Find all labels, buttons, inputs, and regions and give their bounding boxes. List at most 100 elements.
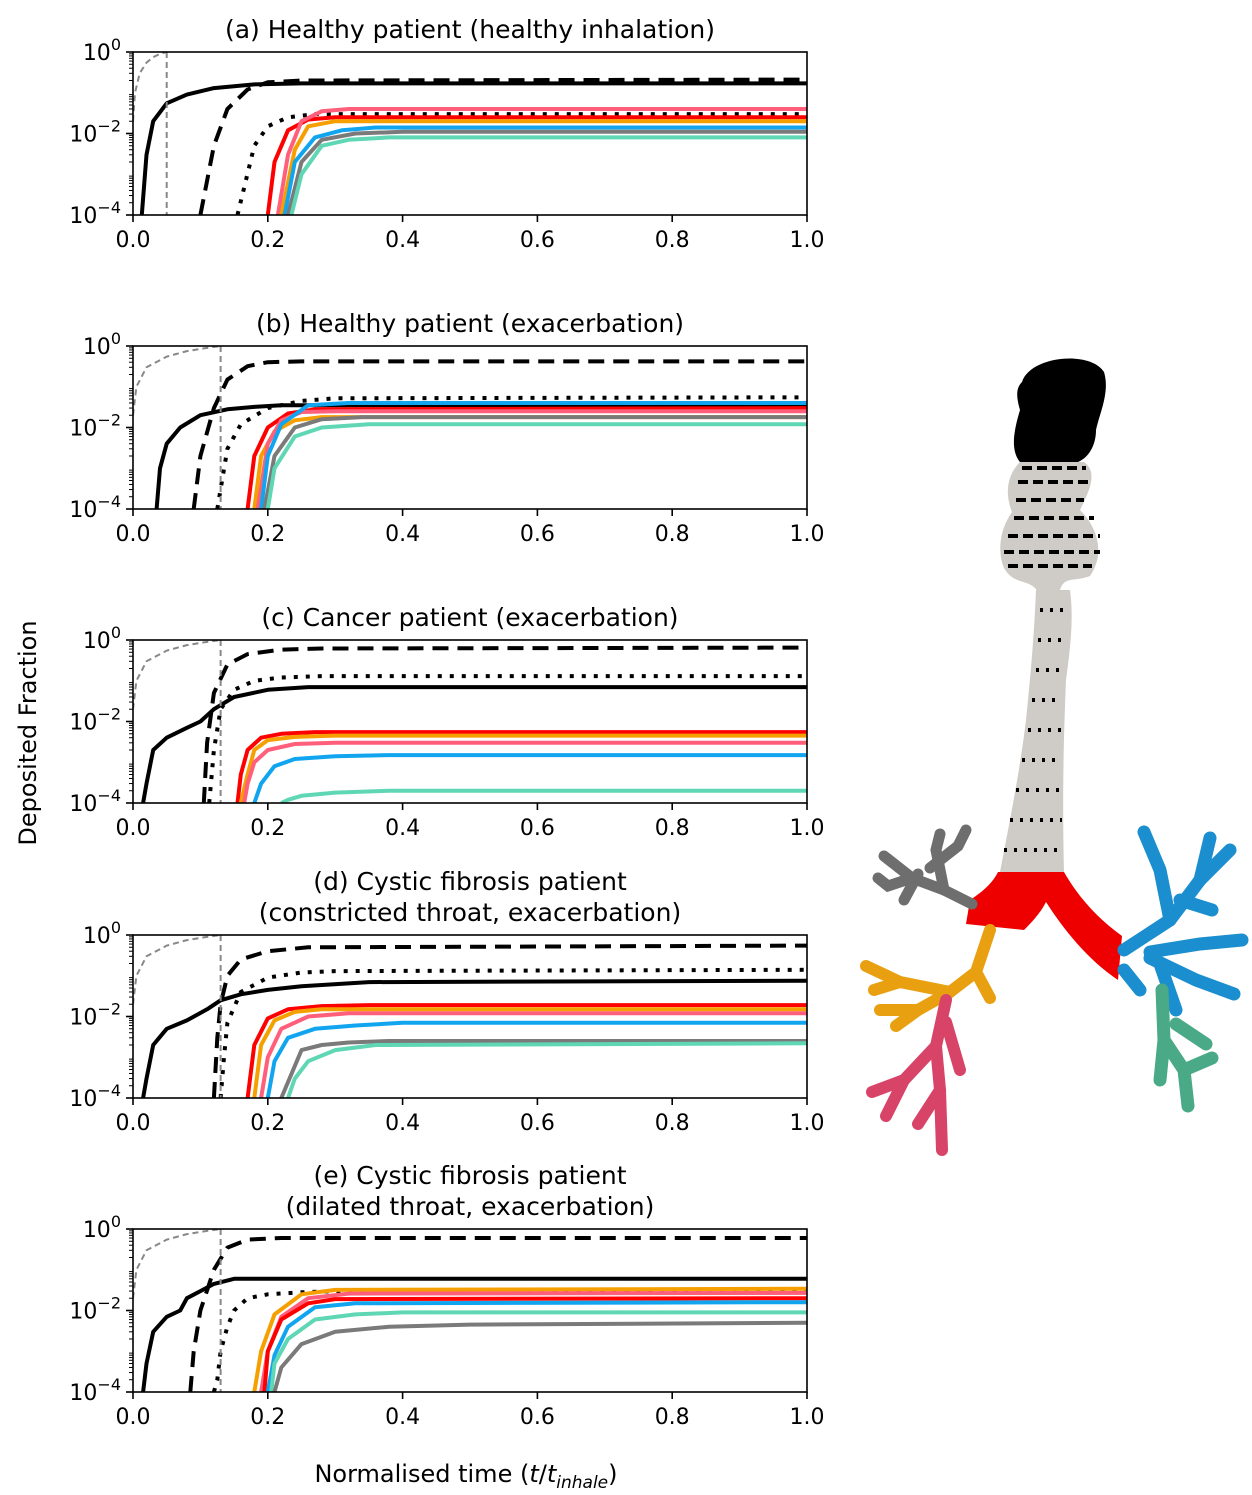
x-tick-label: 1.0 [790, 1405, 825, 1430]
airway-upper-dash-pattern [1004, 466, 1100, 568]
y-tick-base: 10 [69, 204, 97, 229]
series-line-blue [265, 1020, 807, 1098]
y-tick-exponent: −2 [97, 1000, 121, 1019]
x-tick-label: 0.2 [250, 228, 285, 253]
series-line-dashed [191, 359, 807, 509]
series-line-dashed [198, 77, 807, 215]
series-line-dotted [211, 1289, 807, 1392]
airway-main-bronchi [966, 872, 1122, 980]
series-line-gray [133, 345, 221, 416]
airway-trachea-dot-pattern [1004, 608, 1066, 852]
y-tick-base: 10 [69, 1381, 97, 1406]
x-tick-label: 0.4 [385, 816, 420, 841]
y-tick-label: 10−4 [69, 492, 121, 523]
x-tick-label: 0.4 [385, 1405, 420, 1430]
y-tick-exponent: −2 [97, 1294, 121, 1313]
x-tick-label: 0.8 [655, 228, 690, 253]
x-tick-label: 0.6 [520, 1405, 555, 1430]
y-tick-label: 10−2 [69, 705, 121, 736]
x-tick-label: 0.6 [520, 816, 555, 841]
series-line-orange [252, 1007, 807, 1098]
series-line-teal [265, 422, 807, 509]
series-group [133, 934, 807, 1098]
series-line-pink [275, 107, 807, 215]
y-tick-label: 10−2 [69, 117, 121, 148]
chart-title-line: (e) Cystic fibrosis patient [313, 1161, 626, 1190]
y-tick-base: 10 [69, 417, 97, 442]
series-line-pink [242, 740, 807, 803]
x-tick-label: 0.0 [116, 1405, 151, 1430]
chart-panels: (a) Healthy patient (healthy inhalation)… [69, 15, 824, 1430]
series-line-dotted [215, 395, 807, 509]
x-tick-label: 0.4 [385, 1111, 420, 1136]
x-tick-label: 0.4 [385, 228, 420, 253]
y-tick-label: 10−4 [69, 786, 121, 817]
series-line-blue [252, 753, 807, 803]
airway-model-illustration [860, 358, 1249, 1156]
plot-frame [132, 345, 808, 510]
x-tick-label: 0.6 [520, 228, 555, 253]
airway-orange-branch [860, 924, 996, 1032]
airway-gray-branch [872, 824, 978, 910]
airway-teal-branch [1153, 983, 1219, 1113]
series-line-blue [259, 401, 807, 509]
y-tick-base: 10 [69, 792, 97, 817]
y-tick-label: 100 [83, 918, 121, 949]
series-line-dotted [218, 967, 807, 1098]
series-line-red [245, 406, 807, 509]
series-line-dashed [211, 943, 807, 1098]
series-line-red [245, 1003, 807, 1098]
chart-panel-5: (e) Cystic fibrosis patient(dilated thro… [69, 1161, 824, 1430]
y-tick-exponent: −2 [97, 411, 121, 430]
x-tick-label: 0.2 [250, 1405, 285, 1430]
chart-title-line: (dilated throat, exacerbation) [286, 1192, 655, 1221]
y-tick-label: 10−4 [69, 1375, 121, 1406]
x-axis-label: Normalised time (t/tinhale) [314, 1460, 617, 1493]
chart-title-line: (constricted throat, exacerbation) [259, 898, 681, 927]
series-line-pink [259, 1011, 807, 1098]
y-tick-base: 10 [83, 629, 111, 654]
series-line-teal [280, 788, 807, 803]
x-tick-label: 0.2 [250, 816, 285, 841]
y-tick-base: 10 [69, 498, 97, 523]
series-line-gray [133, 639, 221, 710]
series-line-solid [141, 1276, 807, 1392]
y-tick-label: 10−4 [69, 1081, 121, 1112]
series-line-solid [141, 685, 807, 803]
plot-frame [132, 639, 808, 804]
series-line-gray [133, 51, 167, 122]
x-tick-label: 1.0 [790, 816, 825, 841]
y-tick-exponent: −2 [97, 705, 121, 724]
series-line-gray [133, 1228, 221, 1299]
chart-title-line: (a) Healthy patient (healthy inhalation) [225, 15, 715, 44]
series-line-solid [139, 81, 807, 215]
chart-panel-4: (d) Cystic fibrosis patient(constricted … [69, 867, 824, 1136]
y-tick-exponent: −4 [97, 786, 121, 805]
series-line-gray_thick [279, 1039, 807, 1098]
y-tick-exponent: −4 [97, 1375, 121, 1394]
x-tick-label: 0.8 [655, 816, 690, 841]
chart-title-line: (c) Cancer patient (exacerbation) [261, 603, 678, 632]
x-tick-label: 0.8 [655, 522, 690, 547]
y-tick-label: 100 [83, 35, 121, 66]
series-line-gray_thick [272, 1320, 807, 1392]
series-line-pink [259, 1290, 807, 1392]
chart-panel-1: (a) Healthy patient (healthy inhalation)… [69, 15, 824, 253]
y-tick-exponent: −4 [97, 198, 121, 217]
y-tick-label: 10−2 [69, 1294, 121, 1325]
x-tick-label: 0.8 [655, 1405, 690, 1430]
y-tick-base: 10 [83, 335, 111, 360]
y-tick-label: 100 [83, 623, 121, 654]
x-axis-label-suffix: ) [608, 1460, 617, 1488]
y-tick-label: 10−2 [69, 411, 121, 442]
series-group [133, 345, 807, 509]
x-tick-label: 0.8 [655, 1111, 690, 1136]
series-line-orange [279, 119, 807, 215]
y-tick-label: 100 [83, 329, 121, 360]
series-group [133, 639, 807, 803]
series-group [133, 51, 807, 215]
airway-pink-branch [866, 994, 966, 1156]
chart-title-line: (d) Cystic fibrosis patient [313, 867, 627, 896]
x-tick-label: 1.0 [790, 522, 825, 547]
